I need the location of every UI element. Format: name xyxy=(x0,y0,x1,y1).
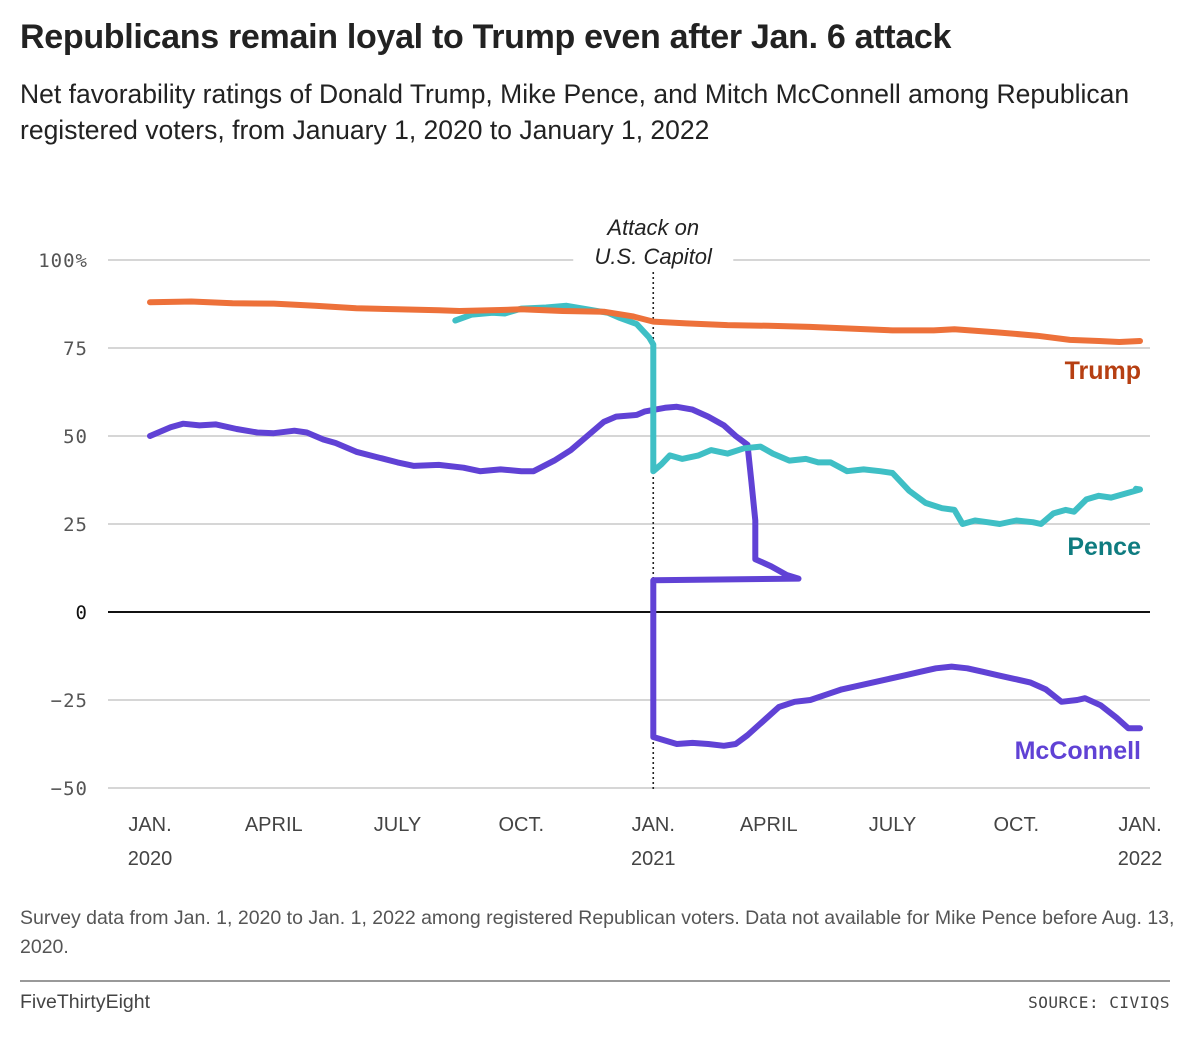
y-tick-label: 25 xyxy=(63,514,88,536)
x-tick-label: JAN. xyxy=(632,814,675,836)
series-labels: Trump Pence McConnell xyxy=(1015,357,1141,765)
x-tick-label: OCT. xyxy=(993,814,1039,836)
x-tick-label: JULY xyxy=(374,814,421,836)
annotation-text: Attack on xyxy=(605,215,699,240)
x-tick-label: APRIL xyxy=(245,814,303,836)
y-tick-label: −25 xyxy=(51,690,88,712)
y-axis-ticks: 100% 75 50 25 0 −25 −50 xyxy=(38,250,88,800)
brand-label: FiveThirtyEight xyxy=(20,991,151,1013)
chart-subtitle: Net favorability ratings of Donald Trump… xyxy=(20,79,1130,145)
x-tick-label: 2021 xyxy=(631,848,676,870)
y-tick-label: 50 xyxy=(63,426,88,448)
x-tick-label: 2022 xyxy=(1118,848,1163,870)
series-label-trump: Trump xyxy=(1065,357,1141,385)
y-tick-label: 0 xyxy=(76,602,88,624)
y-tick-label: 100% xyxy=(38,250,88,272)
annotation-text: U.S. Capitol xyxy=(595,244,713,269)
x-tick-label: APRIL xyxy=(740,814,798,836)
x-tick-label: OCT. xyxy=(498,814,544,836)
annotation-background xyxy=(573,244,734,274)
source-label: SOURCE: CIVIQS xyxy=(1028,993,1170,1012)
chart-title: Republicans remain loyal to Trump even a… xyxy=(20,18,952,56)
series-line-mcconnell xyxy=(147,403,1143,749)
footer-divider xyxy=(20,980,1170,982)
x-tick-label: JAN. xyxy=(128,814,171,836)
series-line-trump xyxy=(147,298,1143,345)
y-tick-label: −50 xyxy=(51,778,88,800)
x-axis-ticks: JAN. 2020 APRIL JULY OCT. JAN. 2021 APRIL JULY OC… xyxy=(128,814,1163,870)
x-tick-label: 2020 xyxy=(128,848,173,870)
gridlines xyxy=(108,259,1150,789)
annotations: Attack on U.S. Capitol xyxy=(573,215,734,790)
y-tick-label: 75 xyxy=(63,338,88,360)
series-lines xyxy=(147,298,1143,749)
footnote: Survey data from Jan. 1, 2020 to Jan. 1,… xyxy=(20,907,1175,958)
x-tick-label: JULY xyxy=(869,814,916,836)
series-label-mcconnell: McConnell xyxy=(1015,737,1141,765)
x-tick-label: JAN. xyxy=(1118,814,1161,836)
series-label-pence: Pence xyxy=(1067,533,1141,561)
